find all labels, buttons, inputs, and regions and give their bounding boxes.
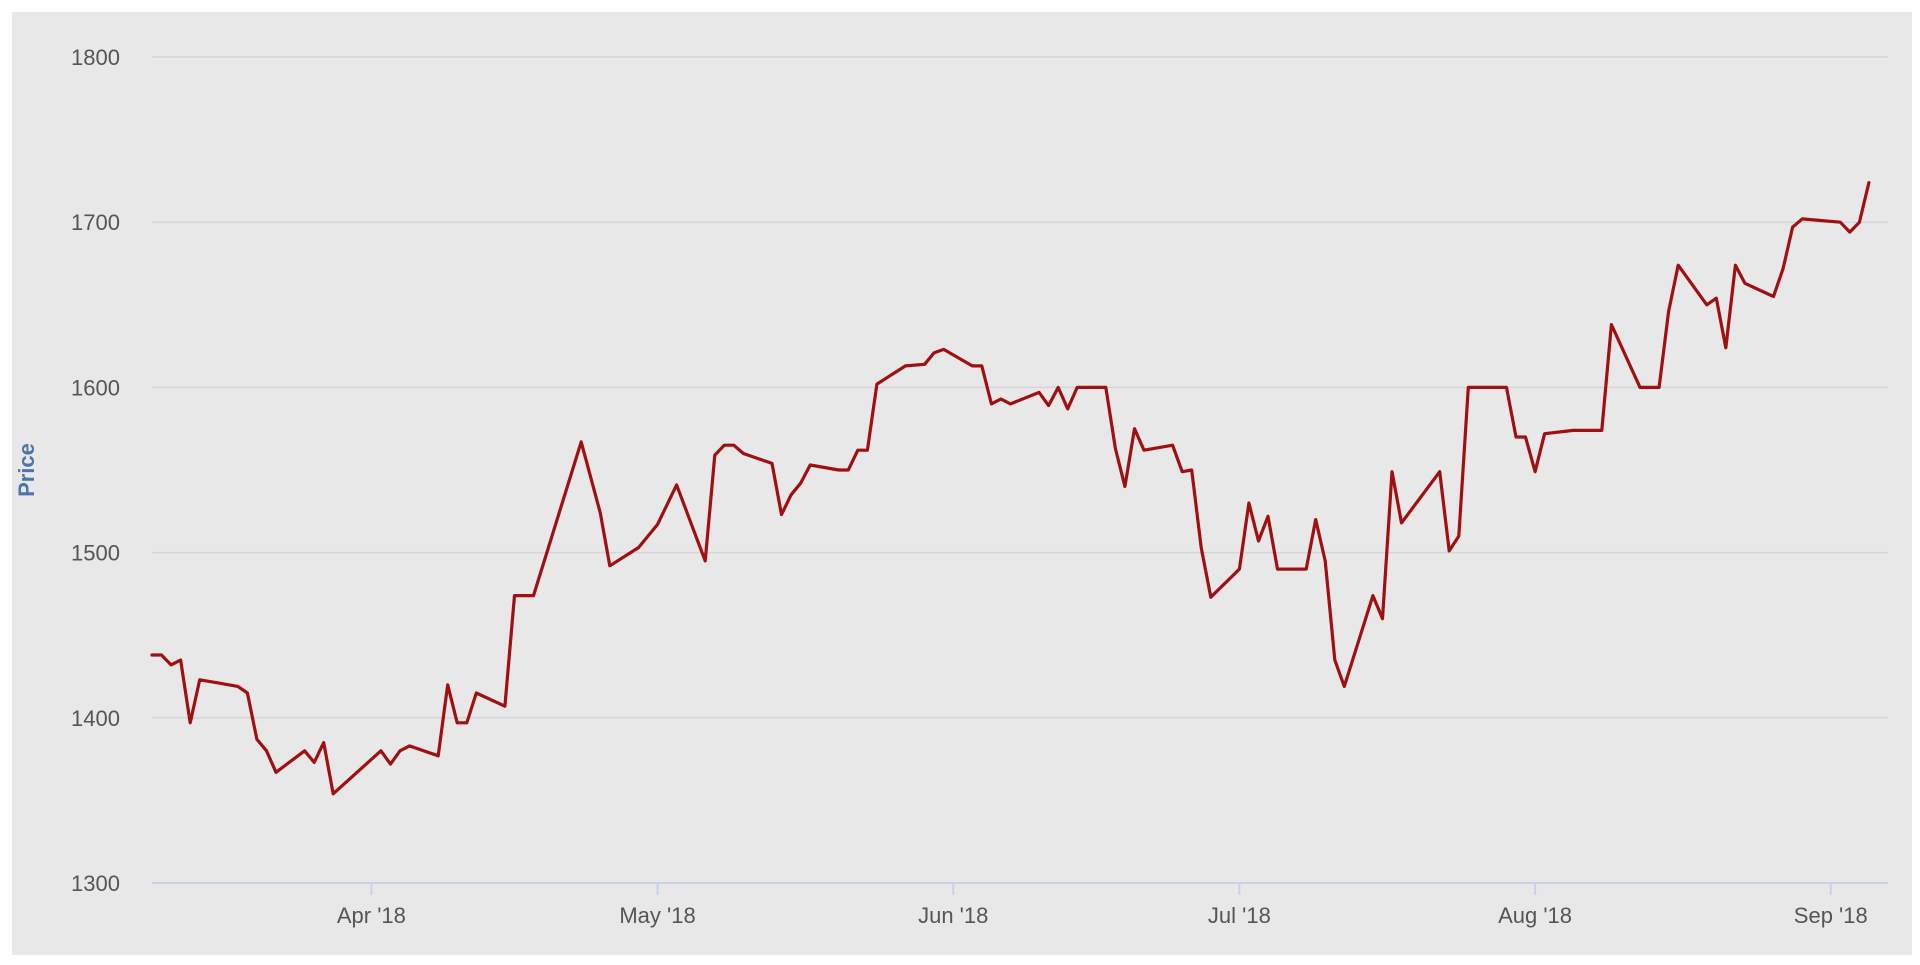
y-tick-label: 1300	[71, 871, 120, 896]
price-series-line	[150, 181, 1871, 796]
y-tick-label: 1800	[71, 45, 120, 70]
y-tick-label: 1500	[71, 541, 120, 566]
x-tick-label: Jun '18	[918, 903, 988, 928]
gridlines	[152, 56, 1888, 719]
chart-background	[12, 12, 1912, 955]
y-tick-label: 1700	[71, 210, 120, 235]
x-tick-label: May '18	[619, 903, 695, 928]
x-tick-label: Aug '18	[1498, 903, 1572, 928]
x-tick-label: Apr '18	[337, 903, 406, 928]
series-layer	[150, 181, 1871, 796]
x-axis-ticks: Apr '18 May '18 Jun '18 Jul '18 Aug '18 Sep '…	[337, 883, 1868, 928]
y-axis-label: Price	[14, 443, 39, 497]
x-tick-label: Jul '18	[1208, 903, 1271, 928]
x-tick-label: Sep '18	[1794, 903, 1868, 928]
y-tick-label: 1400	[71, 706, 120, 731]
y-axis-ticks: 1300 1400 1500 1600 1700 1800	[71, 45, 120, 896]
y-tick-label: 1600	[71, 375, 120, 400]
